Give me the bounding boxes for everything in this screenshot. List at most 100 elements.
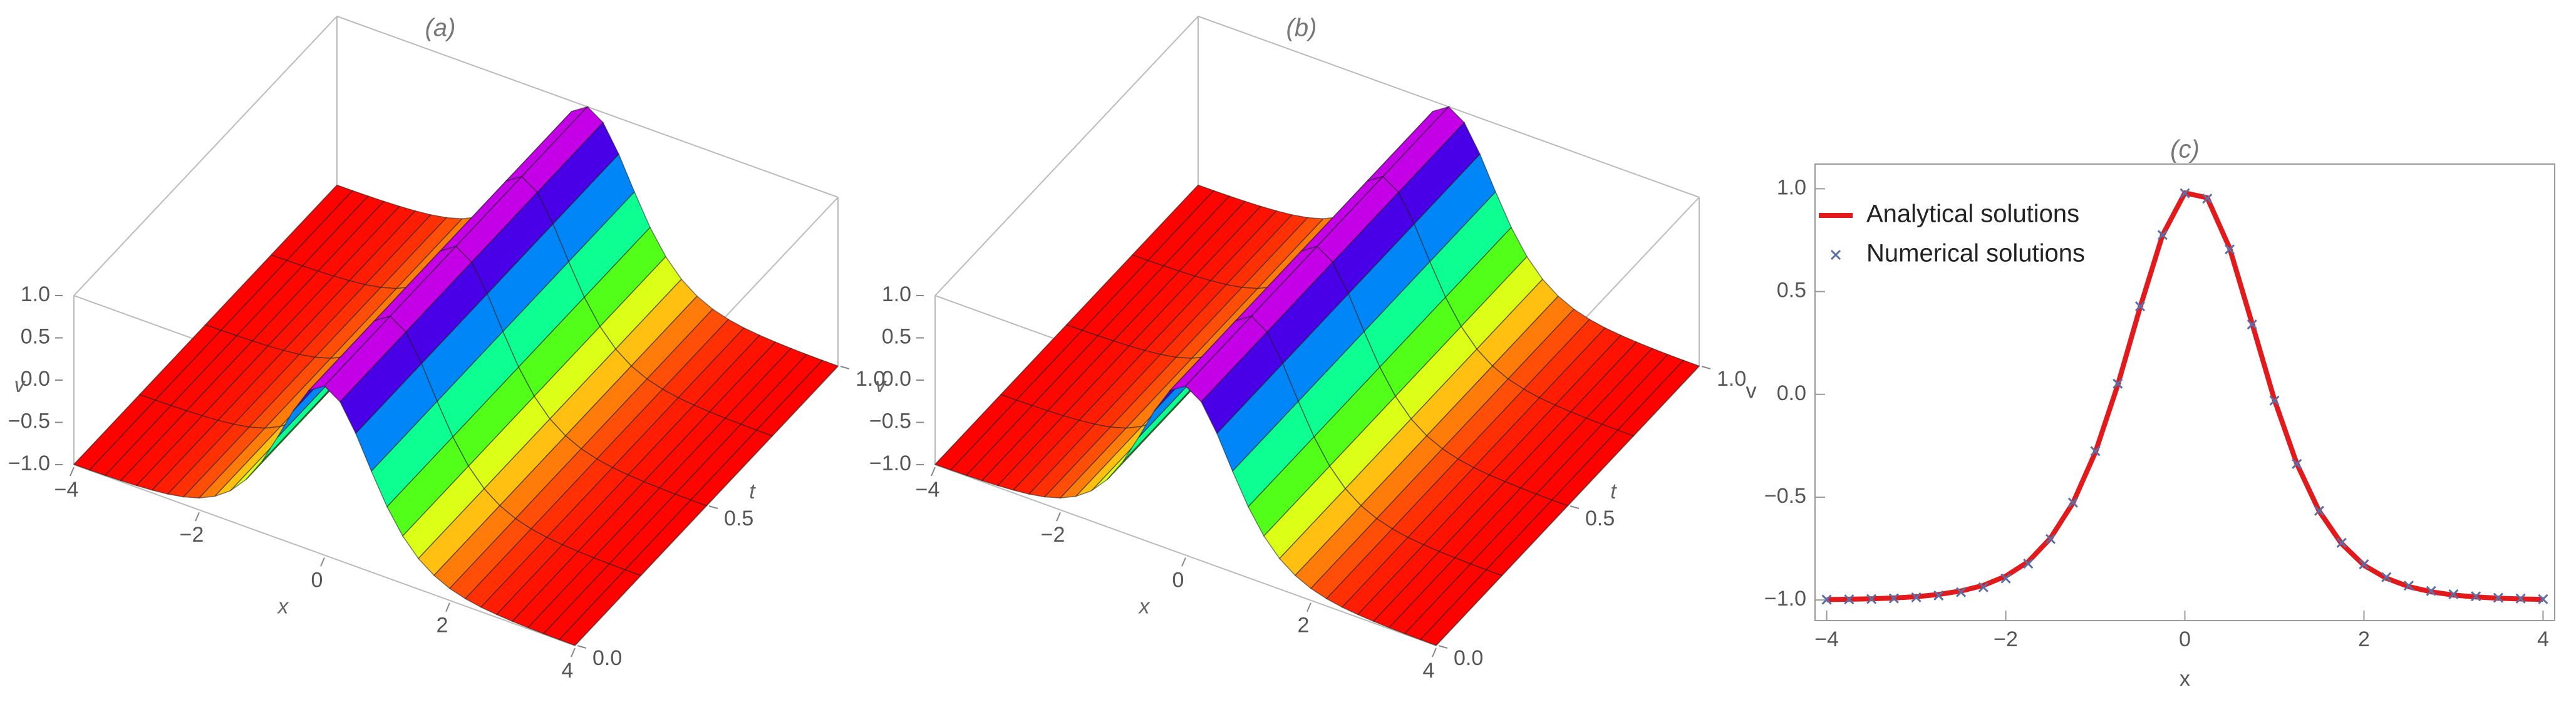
x-tick-label: 4 [2537,627,2549,651]
surface-patch [558,569,642,646]
legend-label: Numerical solutions [1866,240,2085,267]
x-tick [445,602,450,612]
marker [2090,446,2101,457]
marker [1978,582,1989,592]
x-tick-label: −2 [180,523,204,547]
t-tick-label: 0.5 [1585,507,1615,530]
x-tick-label: 4 [562,659,574,683]
marker [2180,188,2190,199]
marker [2292,458,2302,469]
z-axis-label: v [876,373,887,397]
z-tick-label: −0.5 [869,409,911,433]
marker [1888,593,1899,604]
legend-label: Analytical solutions [1866,200,2079,228]
marker [2067,497,2078,508]
y-tick-label: 0.5 [1777,279,1806,302]
t-tick [840,366,850,369]
z-tick-label: 0.5 [21,324,50,348]
x-axis-label: x [2180,667,2190,691]
marker [2134,301,2146,312]
y-axis-label: v [1746,379,1757,403]
x-tick-label: 2 [1298,614,1310,637]
x-tick [571,648,576,658]
x-tick-label: 0 [311,568,323,592]
t-tick-label: 0.0 [592,646,622,670]
marker [2314,505,2325,516]
t-axis-label: t [749,480,756,503]
x-tick [195,512,200,522]
t-tick-label: 1.0 [856,367,885,391]
marker [2202,194,2213,204]
marker [1821,594,1832,605]
legend-swatch [1830,249,1841,261]
t-tick-label: 0.5 [724,507,753,530]
y-tick-label: 1.0 [1777,175,1806,199]
z-tick-label: 0.0 [21,367,50,391]
marker [2403,581,2414,591]
chart-title: (c) [2170,136,2200,163]
t-tick [1701,366,1711,369]
x-axis-label: x [277,594,289,618]
z-tick-label: −0.5 [8,409,50,433]
z-axis-label: v [14,373,26,397]
t-tick-label: 1.0 [1717,367,1746,391]
y-tick-label: 0.0 [1777,381,1806,405]
marker [2247,319,2257,330]
z-tick-label: −1.0 [8,452,50,475]
x-tick-label: 2 [437,614,448,637]
marker [1866,594,1877,604]
chart-title: (b) [1286,14,1317,42]
marker [1911,592,1922,602]
box-edge [934,464,1437,646]
x-tick-label: −4 [1814,627,1839,651]
marker [2045,534,2056,544]
marker [2471,591,2481,602]
box-edge [73,464,576,646]
z-tick-label: 1.0 [882,282,911,306]
marker [2336,537,2347,548]
x-tick-label: −2 [1041,523,1065,547]
marker [2000,573,2011,584]
marker [2359,559,2369,570]
x-tick [1432,648,1437,658]
t-tick [577,645,587,649]
y-tick-label: −1.0 [1764,587,1806,611]
marker [2269,395,2280,406]
x-tick-label: 4 [1423,659,1435,683]
x-tick [931,467,936,477]
marker [2224,244,2235,255]
z-tick-label: 0.0 [882,367,911,391]
x-tick-label: −4 [916,478,940,502]
marker [1933,590,1944,601]
x-tick-label: 0 [1172,568,1184,592]
t-tick-label: 0.0 [1454,646,1483,670]
box-edge [73,16,338,296]
marker [1955,587,1967,597]
x-axis-label: x [1138,594,1151,618]
marker [1844,594,1854,605]
marker [2493,592,2503,603]
x-tick [1056,512,1061,522]
marker [2515,593,2526,604]
t-tick [1438,645,1448,649]
plot-frame [1814,163,2555,621]
surface-patch [1419,569,1503,646]
marker [2448,589,2459,600]
y-tick-label: −0.5 [1764,484,1806,508]
marker [2426,586,2436,596]
marker [2113,378,2123,389]
x-tick-label: −4 [54,478,79,502]
x-tick-label: 2 [2358,627,2370,651]
x-tick [320,557,325,567]
x-tick [1306,602,1311,612]
marker [2538,594,2548,604]
t-tick [1570,505,1580,509]
z-tick-label: −1.0 [869,452,911,475]
x-tick-label: −2 [1994,627,2018,651]
marker [2381,572,2392,582]
z-tick-label: 0.5 [882,324,911,348]
box-edge [934,16,1199,296]
chart-title: (a) [425,14,456,42]
